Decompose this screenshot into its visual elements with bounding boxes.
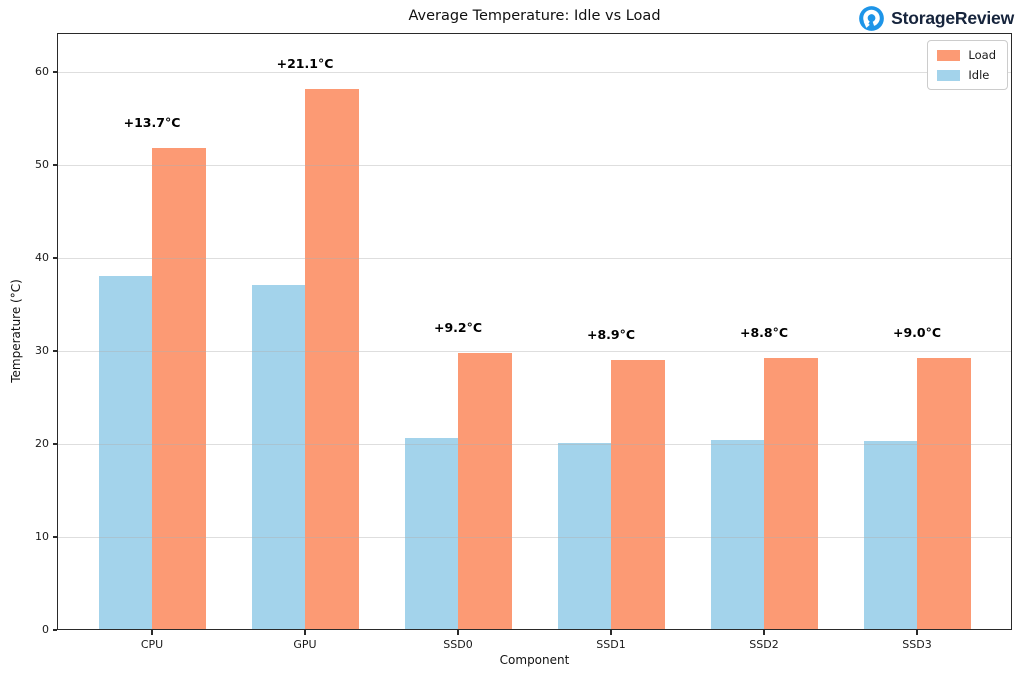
delta-annotation-ssd0: +9.2°C: [433, 319, 483, 335]
x-tick-mark-ssd0: [457, 630, 459, 635]
x-tick-label-gpu: GPU: [293, 638, 317, 651]
y-tick-label-40: 40: [35, 251, 49, 265]
y-tick-mark-60: [52, 71, 57, 73]
x-tick-label-ssd1: SSD1: [596, 638, 626, 651]
gridline-50: [58, 164, 1011, 166]
storagereview-logo-icon: [858, 5, 885, 32]
bar-load-ssd0: [458, 352, 512, 630]
y-tick-label-0: 0: [42, 623, 49, 636]
y-axis-label: Temperature (°C): [9, 279, 23, 383]
plot-border: [57, 33, 1012, 630]
delta-annotation-ssd3: +9.0°C: [892, 324, 942, 340]
bar-idle-ssd0: [404, 438, 458, 630]
y-tick-label-30: 30: [35, 344, 49, 358]
chart-title: Average Temperature: Idle vs Load: [408, 8, 661, 24]
legend-item-load: Load: [937, 48, 996, 62]
delta-annotation-gpu: +21.1°C: [276, 55, 334, 71]
y-tick-mark-10: [52, 536, 57, 538]
legend-label-load: Load: [968, 48, 996, 62]
x-tick-label-ssd0: SSD0: [443, 638, 473, 651]
x-tick-label-cpu: CPU: [140, 638, 164, 651]
bar-idle-ssd3: [863, 441, 917, 630]
gridline-30: [58, 350, 1011, 352]
legend-item-idle: Idle: [937, 68, 996, 82]
bar-idle-gpu: [251, 285, 305, 630]
y-tick-mark-0: [52, 629, 57, 631]
x-tick-label-ssd2: SSD2: [749, 638, 779, 651]
y-tick-mark-40: [52, 257, 57, 259]
y-tick-mark-30: [52, 350, 57, 352]
y-tick-mark-20: [52, 443, 57, 445]
bar-idle-cpu: [98, 275, 152, 630]
legend-swatch-load: [937, 49, 961, 61]
y-tick-label-50: 50: [35, 158, 49, 172]
y-tick-label-10: 10: [35, 530, 49, 543]
gridline-10: [58, 536, 1011, 538]
delta-annotation-ssd2: +8.8°C: [739, 325, 789, 341]
bar-idle-ssd1: [557, 443, 611, 630]
brand-name: StorageReview: [891, 8, 1014, 28]
storagereview-logo: StorageReview: [858, 5, 1014, 32]
x-axis-label: Component: [499, 653, 570, 667]
x-tick-mark-ssd1: [610, 630, 612, 635]
legend: Load Idle: [927, 40, 1008, 90]
bar-load-gpu: [305, 88, 359, 630]
bar-idle-ssd2: [710, 440, 764, 630]
x-tick-mark-ssd2: [763, 630, 765, 635]
bar-load-ssd3: [917, 357, 971, 630]
y-tick-mark-50: [52, 164, 57, 166]
gridline-40: [58, 257, 1011, 259]
gridline-60: [58, 71, 1011, 73]
bar-load-cpu: [152, 148, 206, 630]
x-tick-label-ssd3: SSD3: [902, 638, 932, 651]
legend-swatch-idle: [937, 69, 961, 81]
x-tick-mark-gpu: [304, 630, 306, 635]
bar-load-ssd1: [611, 360, 665, 630]
legend-label-idle: Idle: [968, 68, 990, 82]
delta-annotation-ssd1: +8.9°C: [586, 327, 636, 343]
bar-load-ssd2: [764, 358, 818, 630]
delta-annotation-cpu: +13.7°C: [123, 115, 181, 131]
y-tick-label-20: 20: [35, 437, 49, 451]
x-tick-mark-cpu: [151, 630, 153, 635]
gridline-20: [58, 443, 1011, 445]
y-tick-label-60: 60: [35, 65, 49, 79]
x-tick-mark-ssd3: [916, 630, 918, 635]
